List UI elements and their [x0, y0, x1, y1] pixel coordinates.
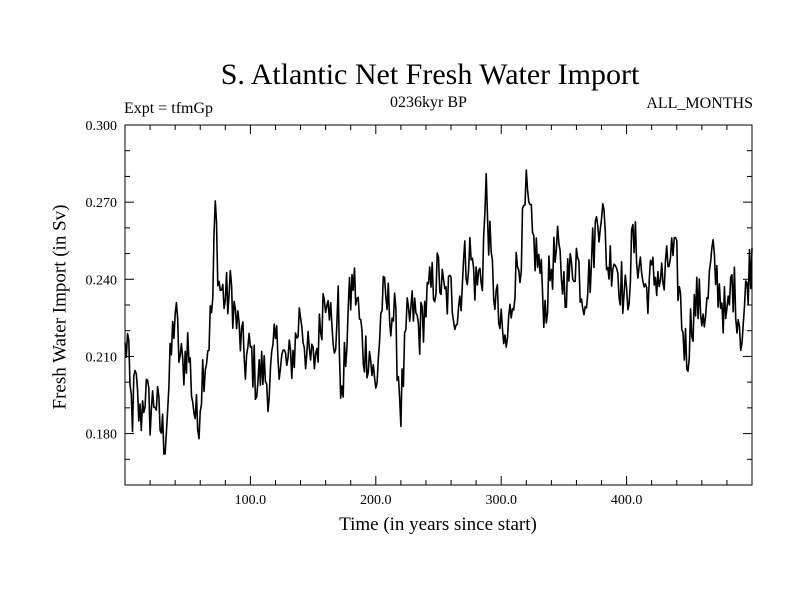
axis-tick-labels: 100.0 200.0 300.0 400.0 0.180 0.210 0.240 0.270…: [86, 119, 643, 508]
x-tick-label: 300.0: [485, 493, 517, 508]
x-tick-label: 400.0: [611, 493, 643, 508]
period-label: ALL_MONTHS: [646, 95, 753, 112]
y-tick-label: 0.180: [86, 428, 118, 443]
chart-subtitle: 0236kyr BP: [390, 94, 467, 111]
axis-ticks: [125, 125, 752, 485]
x-tick-label: 100.0: [235, 493, 267, 508]
y-tick-label: 0.240: [86, 273, 118, 288]
x-tick-label: 200.0: [360, 493, 392, 508]
chart-title: S. Atlantic Net Fresh Water Import: [220, 58, 640, 91]
plot-frame: [124, 124, 753, 486]
y-tick-label: 0.210: [86, 350, 118, 365]
experiment-label: Expt = tfmGp: [124, 100, 214, 117]
fresh-water-import-series: [124, 169, 753, 455]
x-axis-label: Time (in years since start): [339, 514, 537, 535]
y-tick-label: 0.300: [86, 119, 118, 134]
y-tick-label: 0.270: [86, 196, 118, 211]
